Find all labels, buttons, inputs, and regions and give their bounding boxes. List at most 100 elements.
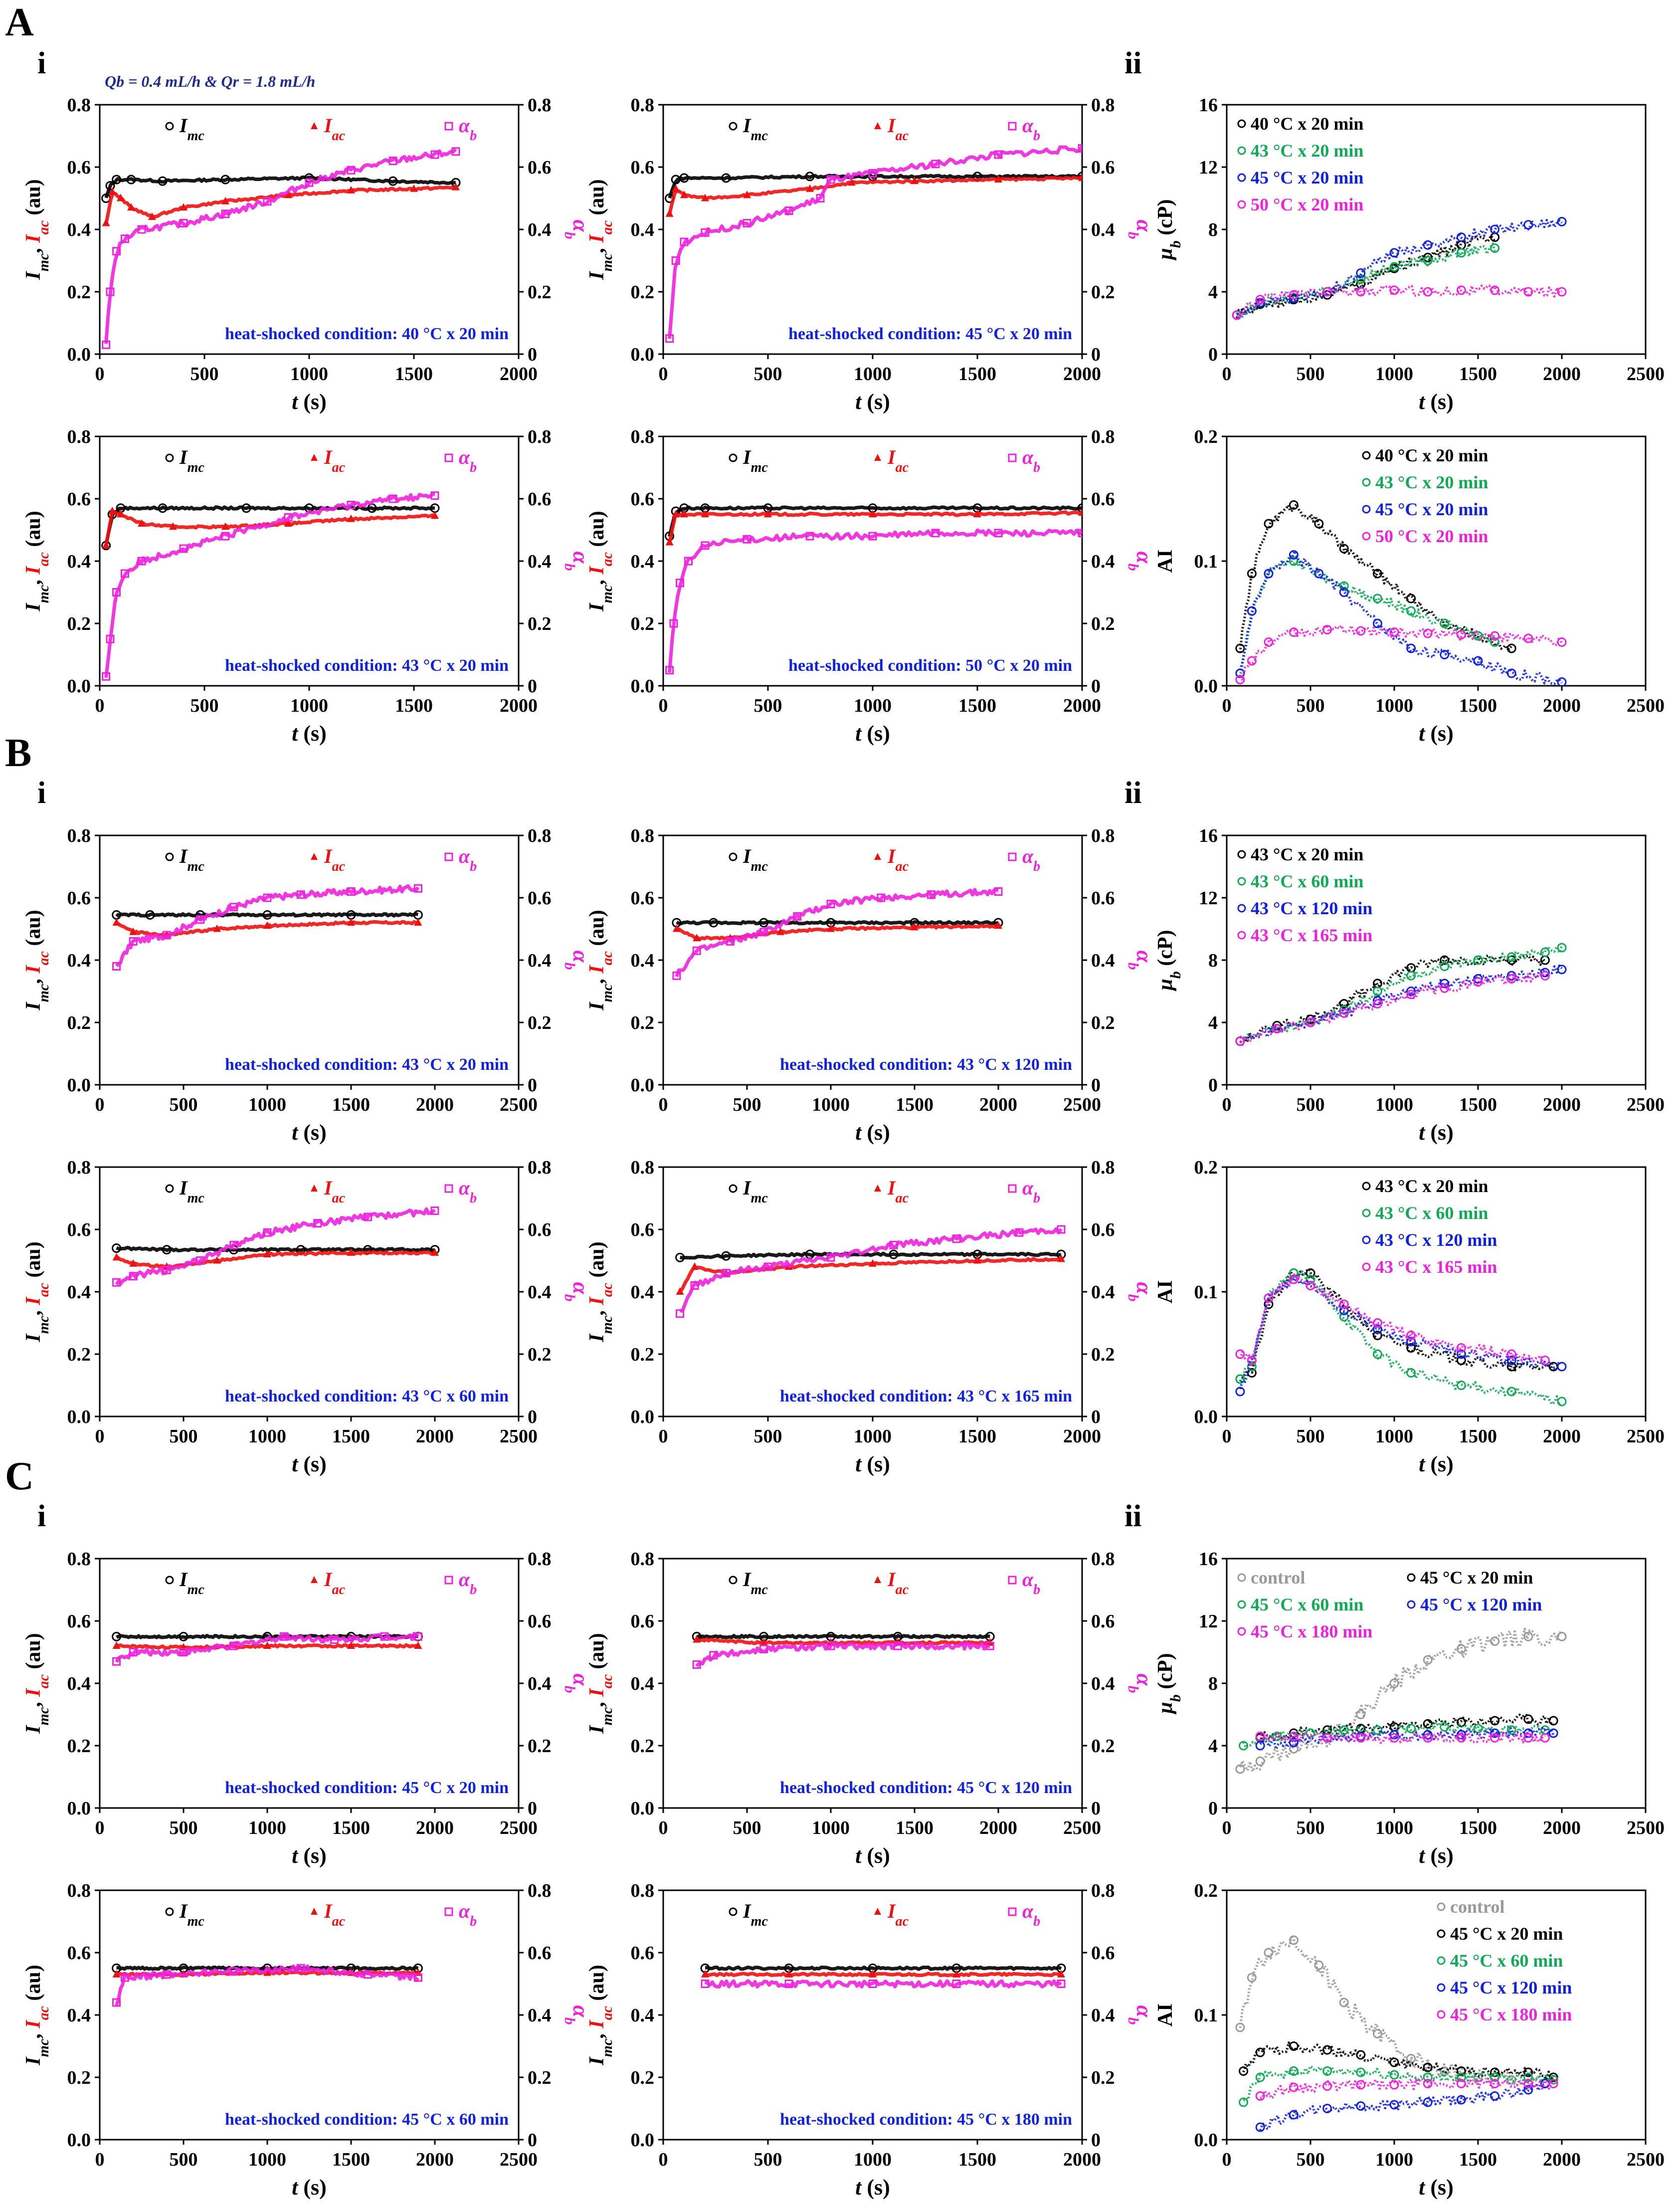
legend-marker <box>165 122 174 131</box>
heat-shock-annotation: heat-shocked condition: 43 °C x 60 min <box>225 1387 509 1405</box>
y2-tick-label: 0 <box>528 1075 537 1096</box>
legend-marker <box>1362 1208 1371 1217</box>
series-trace <box>1235 242 1496 320</box>
x-tick-label: 2500 <box>500 1817 538 1838</box>
data-point <box>701 1970 709 1978</box>
x-axis-label: t (s) <box>292 721 327 746</box>
data-point <box>1506 668 1516 678</box>
series-iac <box>665 173 1082 217</box>
data-point <box>1523 2079 1533 2088</box>
legend-marker <box>729 852 738 861</box>
legend-label: αb <box>1022 114 1040 144</box>
data-point <box>680 191 688 199</box>
data-point <box>380 1632 389 1641</box>
data-point <box>1372 1349 1382 1359</box>
data-point <box>1339 1299 1349 1309</box>
x-tick-label: 2000 <box>1063 695 1101 716</box>
legend-label: Iac <box>324 1568 346 1598</box>
data-point <box>701 510 709 518</box>
data-point <box>229 903 238 912</box>
data-area <box>692 1631 995 1669</box>
data-point <box>129 1648 138 1656</box>
y-tick-label: 0.0 <box>67 1075 91 1096</box>
legend-marker <box>1362 478 1371 487</box>
data-point <box>1389 2100 1399 2110</box>
series-iac <box>102 507 439 549</box>
series-trace <box>1239 624 1563 682</box>
legend-label: Iac <box>887 1900 909 1929</box>
legend-marker <box>1407 1600 1416 1609</box>
data-point <box>1322 2104 1332 2113</box>
data-point <box>1423 1730 1433 1740</box>
y2-tick-label: 0.2 <box>528 1736 552 1757</box>
data-point <box>388 176 398 186</box>
legend: Imc Iac αb <box>165 1900 477 1929</box>
plot-frame <box>662 435 1083 687</box>
y2-tick-label: 0.4 <box>528 219 552 240</box>
legend-label: Iac <box>324 446 346 475</box>
data-point <box>994 529 1003 538</box>
data-point <box>701 541 710 550</box>
data-point <box>1289 1274 1299 1284</box>
series-trace <box>1239 558 1496 677</box>
y-tick-label: 8 <box>1208 1673 1218 1694</box>
y-tick-label: 0.2 <box>631 613 655 634</box>
x-axis-label: t (s) <box>292 2175 327 2200</box>
y-tick-label: 16 <box>1199 825 1218 846</box>
legend-marker <box>1008 1184 1017 1193</box>
x-tick-label: 1000 <box>812 1094 850 1115</box>
data-point <box>1057 1980 1066 1988</box>
data-point <box>1456 1343 1466 1353</box>
data-point <box>347 186 355 194</box>
data-point <box>759 928 768 937</box>
data-point <box>763 1262 772 1271</box>
y2-tick-label: 0 <box>1091 676 1101 697</box>
x-tick-label: 2000 <box>416 2149 454 2170</box>
legend-label: 45 °C x 20 min <box>1450 1924 1563 1944</box>
data-point <box>112 588 121 597</box>
y-tick-label: 0 <box>1208 344 1218 365</box>
data-point <box>108 507 117 514</box>
x-tick-label: 2500 <box>1627 695 1665 716</box>
data-point <box>931 160 940 169</box>
data-point <box>776 927 785 935</box>
y-tick-label: 0.8 <box>631 1549 655 1570</box>
data-area <box>1232 216 1567 320</box>
data-point <box>1078 173 1082 181</box>
x-tick-label: 1000 <box>1375 364 1413 385</box>
data-point <box>1456 1717 1466 1727</box>
legend-label: Iac <box>887 1177 909 1206</box>
y-axis-label: Imc, Iac (au) <box>585 179 615 280</box>
x-tick-label: 0 <box>95 364 105 385</box>
data-point <box>1440 618 1450 628</box>
chart-b-ii-2: 0 500 1000 1500 2000 2500 0.0 0.1 0.2 t (s) AI 43 °… <box>1154 1157 1665 1476</box>
heat-shock-annotation: heat-shocked condition: 45 °C x 20 min <box>788 325 1072 343</box>
legend-label: Imc <box>743 446 768 475</box>
legend-label: 43 °C x 20 min <box>1251 844 1363 864</box>
y-tick-label: 0.2 <box>1194 426 1218 447</box>
legend-label: 45 °C x 20 min <box>1375 499 1488 519</box>
y-tick-label: 0.0 <box>1194 676 1218 697</box>
y-tick-label: 0.8 <box>67 426 91 447</box>
y-tick-label: 8 <box>1208 219 1218 240</box>
chart-b-i-1: 0 500 1000 1500 2000 2500 0.0 0.2 0.4 0.6 0.8 0 0.2 0… <box>22 825 593 1145</box>
y-tick-label: 0.4 <box>67 551 91 572</box>
heat-shock-annotation: heat-shocked condition: 45 °C x 20 min <box>225 1779 509 1797</box>
data-point <box>1389 285 1399 295</box>
data-point <box>213 1256 221 1264</box>
series-trace <box>115 884 420 968</box>
data-point <box>1423 2062 1433 2072</box>
legend-label: 45 °C x 60 min <box>1251 1595 1363 1614</box>
data-point <box>1356 287 1366 297</box>
data-point <box>1232 310 1242 320</box>
y2-tick-label: 0.2 <box>1091 613 1115 634</box>
heat-shock-annotation: heat-shocked condition: 40 °C x 20 min <box>225 325 509 343</box>
y-axis-label: Imc, Iac (au) <box>585 511 615 612</box>
plot-frame <box>99 1166 520 1417</box>
plot-frame <box>99 834 520 1086</box>
data-point <box>672 510 680 518</box>
heat-shock-annotation: heat-shocked condition: 45 °C x 180 min <box>780 2110 1072 2129</box>
data-point <box>263 1228 272 1237</box>
series-43-c-x-120-min <box>1235 964 1567 1046</box>
data-point <box>1540 1733 1550 1743</box>
